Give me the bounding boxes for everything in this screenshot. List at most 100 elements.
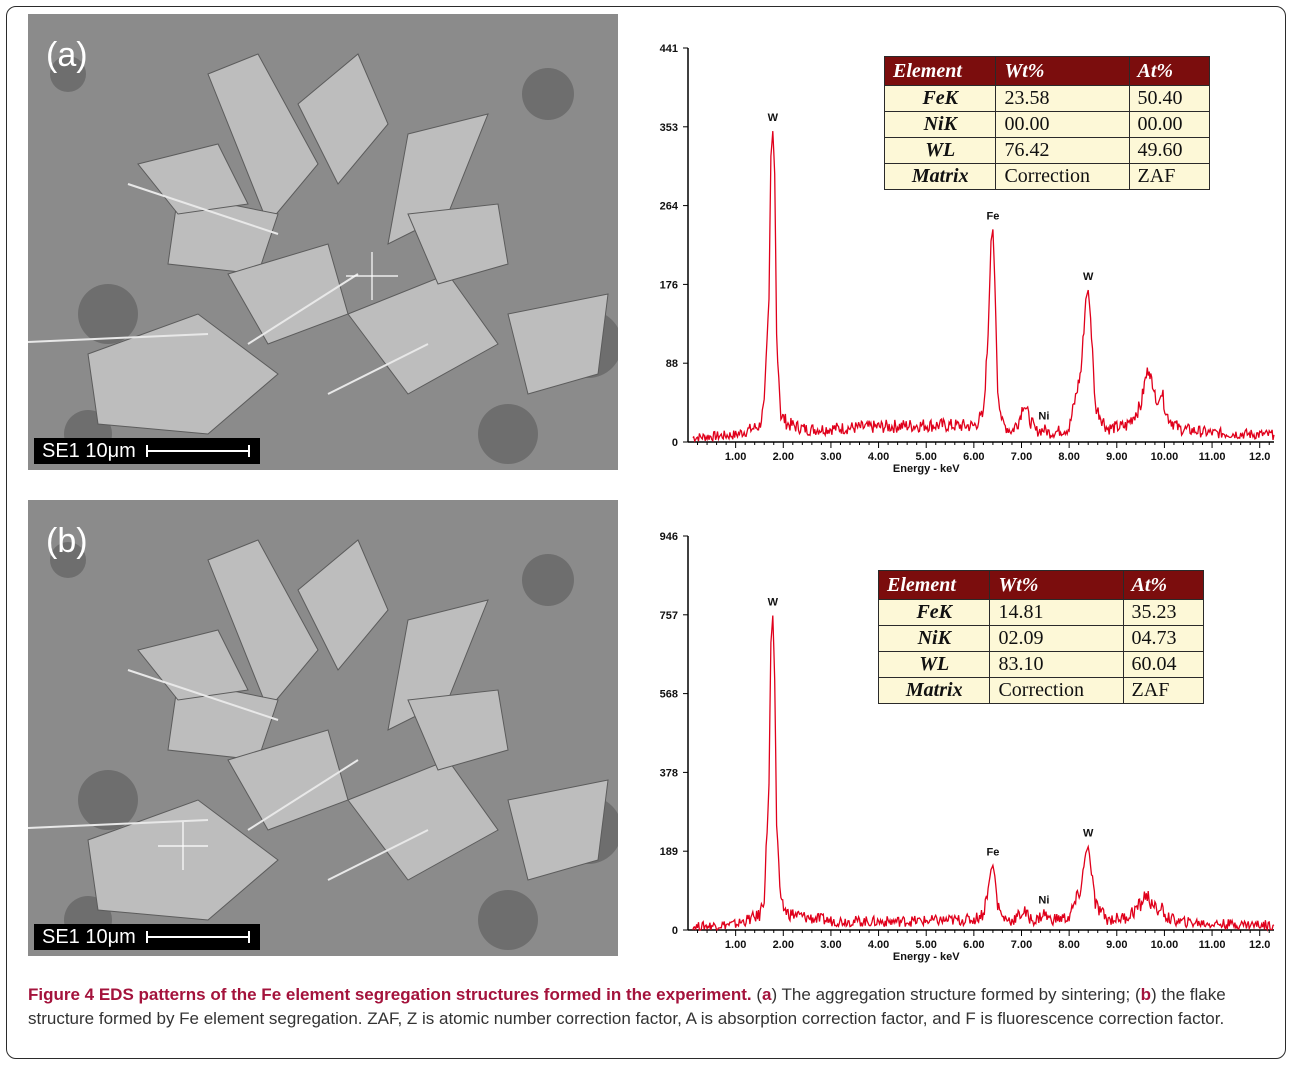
cell-wt: Correction [989, 677, 1124, 704]
x-tick-label: 5.00 [916, 451, 937, 463]
cell-element: WL [877, 651, 991, 678]
table-row: Matrix Correction ZAF [877, 677, 1205, 704]
panel-label-b: (b) [46, 522, 88, 560]
caption-ref-b: b [1140, 985, 1152, 1004]
x-tick-label: 12.0 [1249, 451, 1270, 463]
table-header-row: Element Wt% At% [883, 56, 1211, 86]
eds-chart-a: 0 88 176 264 353 441 1.00 2.00 3.00 4.00 5.00 6.00 7… [660, 43, 1275, 475]
header-element: Element [883, 56, 997, 86]
y-tick-label: 353 [660, 122, 678, 134]
table-row: WL 76.42 49.60 [883, 137, 1211, 164]
scale-bar-text-b: SE1 10μm [42, 926, 136, 948]
sem-texture-b [28, 500, 618, 956]
cell-at: 35.23 [1122, 599, 1205, 626]
peak-label: W [768, 597, 779, 609]
x-tick-label: 2.00 [773, 451, 794, 463]
scale-bar-box-b: SE1 10μm [34, 924, 260, 950]
caption-part-3: ) the flake structure formed by Fe eleme… [28, 985, 1226, 1028]
sem-image-b: (b) SE1 10μm [28, 500, 618, 956]
peak-label: Ni [1038, 894, 1049, 906]
table-header-row: Element Wt% At% [877, 570, 1205, 600]
y-tick-label: 176 [660, 279, 678, 291]
eds-chart-b: 0 189 378 568 757 946 1.00 2.00 3.00 4.00 5.00 6.00… [660, 531, 1275, 963]
cell-wt: 83.10 [989, 651, 1124, 678]
x-tick-label: 9.00 [1106, 451, 1127, 463]
spectrum-series-line [692, 131, 1275, 443]
x-tick-label: 2.00 [773, 939, 794, 951]
x-tick-label: 10.00 [1151, 939, 1179, 951]
caption-part-1: ( [751, 985, 762, 1004]
figure-frame [6, 6, 1286, 1059]
x-tick-label: 1.00 [725, 451, 746, 463]
cell-at: 50.40 [1128, 85, 1211, 112]
x-tick-label: 1.00 [725, 939, 746, 951]
cell-at: 04.73 [1122, 625, 1205, 652]
y-tick-label: 0 [672, 437, 678, 449]
x-tick-label: 12.0 [1249, 939, 1270, 951]
x-tick-label: 4.00 [868, 451, 889, 463]
y-tick-label: 378 [660, 767, 678, 779]
scale-bar-line-a [146, 445, 250, 457]
x-axis-label: Energy - keV [893, 951, 960, 963]
composition-table-b: Element Wt% At% FeK 14.81 35.23 NiK 02.09 04… [877, 570, 1205, 704]
peak-label: W [1083, 828, 1094, 840]
x-tick-label: 6.00 [963, 451, 984, 463]
sem-texture-a [28, 14, 618, 470]
y-tick-label: 568 [660, 689, 678, 701]
cell-element: Matrix [883, 163, 997, 190]
x-tick-label: 11.00 [1199, 451, 1226, 463]
scale-bar-box-a: SE1 10μm [34, 438, 260, 464]
cell-wt: 14.81 [989, 599, 1124, 626]
cell-wt: 23.58 [995, 85, 1130, 112]
caption-title: Figure 4 EDS patterns of the Fe element … [28, 985, 752, 1004]
table-row: Matrix Correction ZAF [883, 163, 1211, 190]
x-tick-label: 3.00 [820, 939, 841, 951]
y-tick-label: 441 [660, 43, 678, 55]
x-tick-label: 11.00 [1199, 939, 1226, 951]
table-row: WL 83.10 60.04 [877, 651, 1205, 678]
scale-bar-text-a: SE1 10μm [42, 440, 136, 462]
cell-at: 00.00 [1128, 111, 1211, 138]
x-tick-label: 9.00 [1106, 939, 1127, 951]
cell-element: FeK [883, 85, 997, 112]
eds-spectrum-b: 0 189 378 568 757 946 1.00 2.00 3.00 4.00 5.00 6.00… [636, 528, 1282, 973]
cell-wt: 76.42 [995, 137, 1130, 164]
y-tick-label: 946 [660, 531, 678, 543]
cell-at: 60.04 [1122, 651, 1205, 678]
x-tick-label: 7.00 [1011, 451, 1032, 463]
x-tick-label: 3.00 [820, 451, 841, 463]
cell-element: WL [883, 137, 997, 164]
x-tick-label: 8.00 [1058, 451, 1079, 463]
x-tick-label: 8.00 [1058, 939, 1079, 951]
header-at: At% [1128, 56, 1211, 86]
caption-part-2: ) The aggregation structure formed by si… [771, 985, 1141, 1004]
cell-wt: 00.00 [995, 111, 1130, 138]
table-row: FeK 14.81 35.23 [877, 599, 1205, 626]
header-at: At% [1122, 570, 1205, 600]
cell-element: FeK [877, 599, 991, 626]
y-tick-label: 0 [672, 925, 678, 937]
cell-wt: Correction [995, 163, 1130, 190]
peak-label: Fe [986, 210, 999, 222]
panel-label-a: (a) [46, 36, 88, 74]
x-tick-label: 7.00 [1011, 939, 1032, 951]
scale-bar-line-b [146, 931, 250, 943]
cell-element: NiK [877, 625, 991, 652]
y-tick-label: 88 [666, 358, 678, 370]
cell-element: NiK [883, 111, 997, 138]
cell-wt: 02.09 [989, 625, 1124, 652]
cell-at: ZAF [1122, 677, 1205, 704]
x-tick-label: 5.00 [916, 939, 937, 951]
composition-table-a: Element Wt% At% FeK 23.58 50.40 NiK 00.00 00… [883, 56, 1211, 190]
table-row: FeK 23.58 50.40 [883, 85, 1211, 112]
figure-caption: Figure 4 EDS patterns of the Fe element … [28, 983, 1268, 1031]
sem-image-a: (a) SE1 10μm [28, 14, 618, 470]
cell-element: Matrix [877, 677, 991, 704]
peak-label: W [1083, 271, 1094, 283]
peak-label: W [768, 112, 779, 124]
table-row: NiK 02.09 04.73 [877, 625, 1205, 652]
y-tick-label: 264 [660, 201, 679, 213]
x-tick-label: 10.00 [1151, 451, 1179, 463]
x-tick-label: 4.00 [868, 939, 889, 951]
spectrum-series-line [692, 615, 1275, 932]
